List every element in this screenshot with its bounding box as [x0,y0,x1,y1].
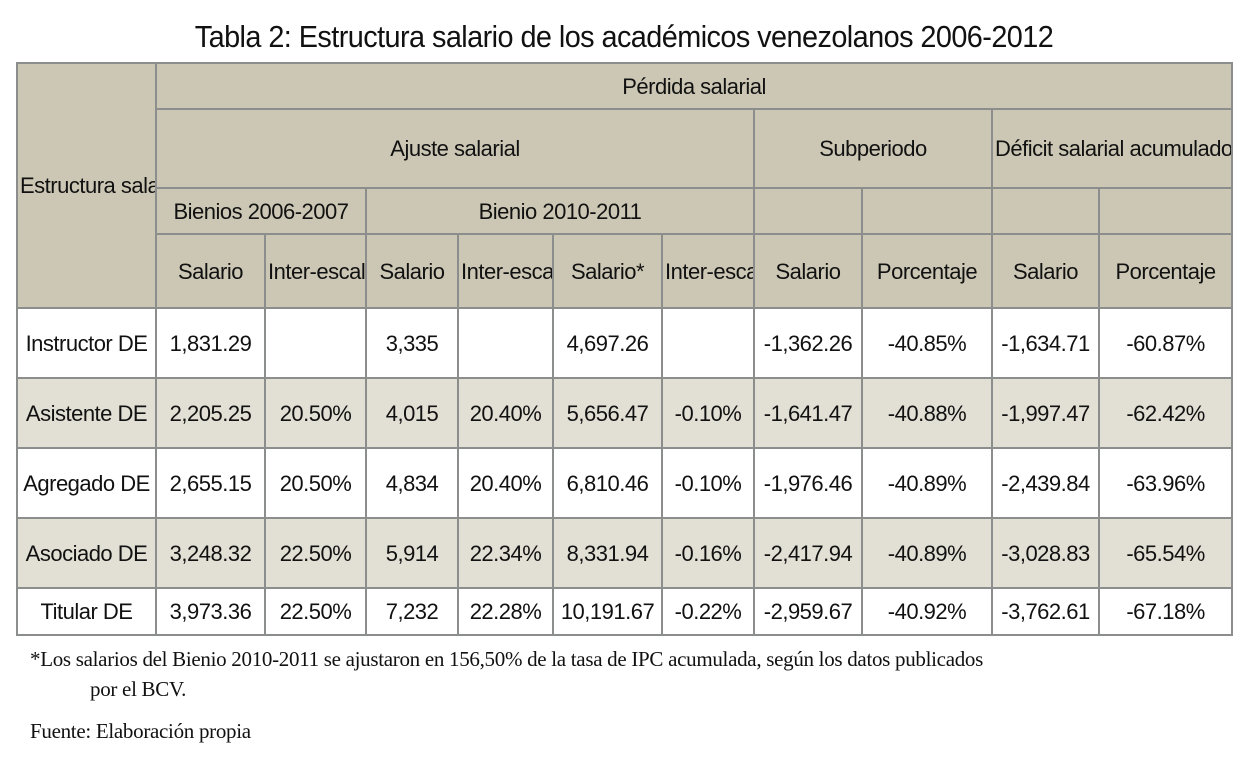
column-header: Salario [365,233,459,309]
header-subperiodo: Subperiodo [753,108,993,189]
table-cell: 4,697.26 [552,307,663,379]
header-row-subgroups: Bienios 2006-2007 Bienio 2010-2011 [17,187,1234,235]
header-empty-cell [1097,187,1234,235]
table-cell: -1,641.47 [753,377,863,449]
table-cell: -3,762.61 [991,587,1100,636]
table-cell: -0.22% [661,587,755,636]
table-cell: -40.89% [861,517,993,589]
table-cell: 4,015 [365,377,459,449]
table-cell: -1,976.46 [753,447,863,519]
table-cell: -40.85% [861,307,993,379]
table-cell: 4,834 [365,447,459,519]
table-cell: 20.50% [264,447,367,519]
table-row: Agregado DE 2,655.15 20.50% 4,834 20.40%… [16,447,1234,519]
header-empty-cell [991,187,1100,235]
header-bienio-2010-2011: Bienio 2010-2011 [365,187,755,235]
table-cell: 22.50% [264,587,367,636]
table-cell: 5,656.47 [552,377,663,449]
table-cell: -62.42% [1097,377,1234,449]
row-label: Asociado DE [16,517,157,589]
row-label: Titular DE [16,587,157,636]
column-header: Salario [155,233,266,309]
column-header: Porcentaje [1097,233,1234,309]
table-cell: 20.40% [457,447,554,519]
header-ajuste-salarial: Ajuste salarial [155,108,755,189]
header-row-columns: Salario Inter-escala Salario Inter-escal… [17,233,1234,309]
table-cell: -1,997.47 [991,377,1100,449]
header-bienios-2006-2007: Bienios 2006-2007 [155,187,367,235]
table-cell: 22.28% [457,587,554,636]
table-cell: -40.89% [861,447,993,519]
header-empty-cell [753,187,863,235]
table-cell: 10,191.67 [552,587,663,636]
table-cell [661,307,755,379]
table-cell: -65.54% [1097,517,1234,589]
table-cell: -60.87% [1097,307,1234,379]
table-cell: 22.50% [264,517,367,589]
table-source: Fuente: Elaboración propia [30,719,251,743]
table-row: Asistente DE 2,205.25 20.50% 4,015 20.40… [16,377,1234,449]
table-row: Instructor DE 1,831.29 3,335 4,697.26 -1… [16,307,1234,379]
header-estructura-salarial: Estructura salarial [16,62,157,309]
column-header: Salario [753,233,863,309]
column-header: Porcentaje [861,233,993,309]
footnote-line-2: por el BCV. [90,677,187,701]
salary-structure-table: Estructura salarial Pérdida salarial Aju… [16,62,1234,636]
table-cell: -2,959.67 [753,587,863,636]
table-cell: 2,655.15 [155,447,266,519]
table-cell: -1,362.26 [753,307,863,379]
header-deficit-salarial: Déficit salarial acumulado [990,108,1234,189]
table-cell: -67.18% [1097,587,1234,636]
row-label: Instructor DE [16,307,157,379]
table-cell: 1,831.29 [155,307,266,379]
table-row: Titular DE 3,973.36 22.50% 7,232 22.28% … [16,587,1234,636]
table-cell: -40.88% [861,377,993,449]
column-header: Inter-escala [661,233,755,309]
table-cell: 3,248.32 [155,517,266,589]
header-perdida-salarial: Pérdida salarial [154,62,1234,110]
table-cell: -3,028.83 [991,517,1100,589]
table-cell: 2,205.25 [155,377,266,449]
table-cell: 22.34% [457,517,554,589]
row-label: Asistente DE [16,377,157,449]
table-cell: 20.40% [457,377,554,449]
table-footnote: *Los salarios del Bienio 2010-2011 se aj… [30,644,1230,704]
table-cell: 7,232 [365,587,459,636]
header-row-groups: Ajuste salarial Subperiodo Déficit salar… [17,108,1234,189]
row-label: Agregado DE [16,447,157,519]
table-cell: -40.92% [861,587,993,636]
header-empty-cell [861,187,993,235]
table-cell: -2,439.84 [991,447,1100,519]
table-cell: 3,973.36 [155,587,266,636]
table-cell [264,307,367,379]
table-cell: -0.16% [661,517,755,589]
column-header: Salario [991,233,1100,309]
table-cell: 6,810.46 [552,447,663,519]
footnote-line-1: *Los salarios del Bienio 2010-2011 se aj… [30,647,983,671]
column-header: Inter-escala [457,233,554,309]
column-header: Salario* [552,233,663,309]
table-cell: 8,331.94 [552,517,663,589]
table-cell: -0.10% [661,377,755,449]
table-cell: 5,914 [365,517,459,589]
header-row-top: Estructura salarial Pérdida salarial [16,62,1234,309]
table-cell: 20.50% [264,377,367,449]
table-cell [457,307,554,379]
table-cell: 3,335 [365,307,459,379]
table-row: Asociado DE 3,248.32 22.50% 5,914 22.34%… [16,517,1234,589]
table-cell: -63.96% [1097,447,1234,519]
table-cell: -1,634.71 [991,307,1100,379]
table-title: Tabla 2: Estructura salario de los acadé… [194,19,1054,54]
table-cell: -2,417.94 [753,517,863,589]
column-header: Inter-escala [264,233,367,309]
table-cell: -0.10% [661,447,755,519]
